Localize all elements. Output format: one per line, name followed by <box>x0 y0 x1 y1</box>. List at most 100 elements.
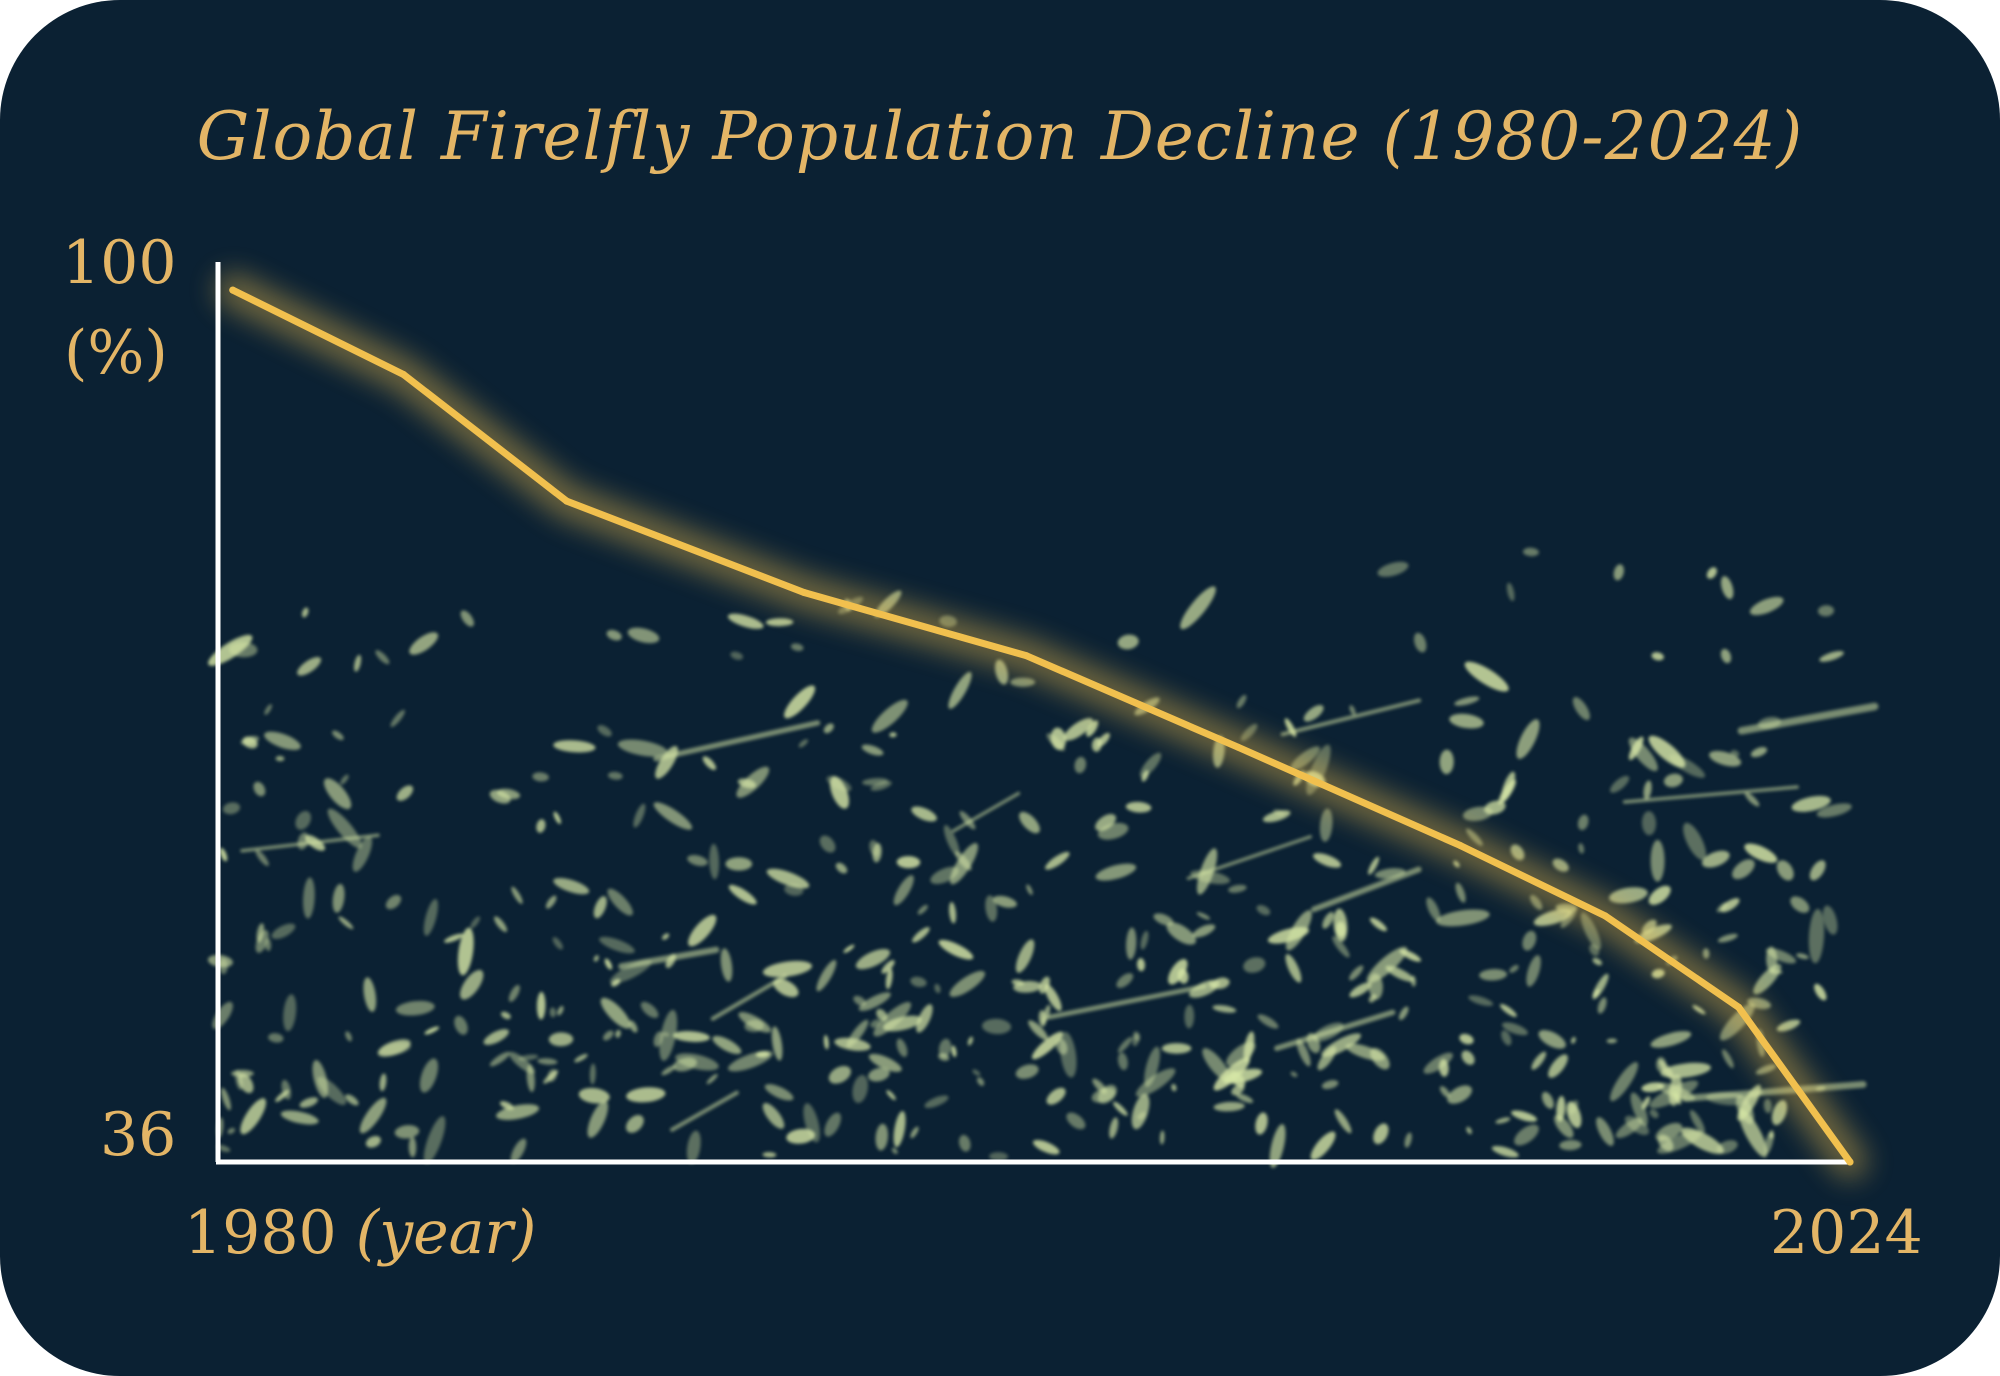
firefly-speck <box>1613 564 1624 581</box>
firefly-speck <box>1791 795 1831 812</box>
firefly-speck <box>1650 1031 1692 1048</box>
firefly-speck <box>1255 1112 1268 1135</box>
firefly-speck <box>496 1104 540 1120</box>
firefly-speck <box>1171 1083 1177 1092</box>
firefly-speck <box>494 916 508 933</box>
firefly-speck <box>798 739 809 748</box>
firefly-speck <box>653 802 693 830</box>
firefly-speck <box>1126 927 1137 960</box>
firefly-speck <box>989 1152 1009 1161</box>
firefly-speck <box>891 1147 898 1155</box>
firefly-speck <box>1506 582 1515 602</box>
firefly-speck <box>1722 1049 1734 1069</box>
firefly-speck <box>363 977 377 1012</box>
firefly-speck <box>1296 1038 1311 1067</box>
firefly-speck <box>379 1073 387 1092</box>
firefly-speck <box>727 613 764 629</box>
firefly-speck <box>1522 930 1537 951</box>
firefly-speck <box>1658 1059 1675 1081</box>
firefly-speck <box>1732 859 1755 880</box>
firefly-speck <box>1501 771 1516 802</box>
firefly-speck <box>340 774 349 785</box>
firefly-speck <box>332 730 344 741</box>
firefly-streak <box>1682 1081 1867 1102</box>
firefly-speck <box>1426 897 1441 922</box>
firefly-speck <box>1592 989 1600 998</box>
firefly-speck <box>1495 1117 1511 1124</box>
firefly-speck <box>1657 1134 1674 1152</box>
firefly-speck <box>1414 632 1427 653</box>
firefly-speck <box>1509 964 1519 973</box>
firefly-speck <box>1439 1059 1449 1077</box>
firefly-speck <box>1459 1033 1474 1045</box>
firefly-speck <box>835 862 848 874</box>
firefly-speck <box>1046 1087 1066 1105</box>
firefly-speck <box>896 1038 908 1058</box>
series-layer <box>229 286 1854 1166</box>
firefly-speck <box>457 927 474 976</box>
firefly-speck <box>886 1090 896 1101</box>
firefly-speck <box>283 994 297 1032</box>
firefly-speck <box>1026 884 1033 896</box>
firefly-speck <box>1466 1126 1472 1135</box>
firefly-speck <box>1202 1048 1231 1082</box>
firefly-speck <box>317 1076 347 1105</box>
firefly-speck <box>1117 634 1139 650</box>
firefly-speck <box>1650 839 1665 882</box>
firefly-speck <box>500 1011 511 1020</box>
firefly-speck <box>255 849 269 867</box>
firefly-speck <box>720 948 733 982</box>
firefly-speck <box>553 877 590 895</box>
firefly-speck <box>593 955 599 962</box>
firefly-speck <box>1514 1124 1539 1146</box>
data-point <box>400 371 407 378</box>
firefly-speck <box>295 810 312 830</box>
firefly-speck <box>934 983 941 994</box>
firefly-speck <box>876 1008 888 1022</box>
firefly-speck <box>1196 912 1211 920</box>
firefly-speck <box>1808 908 1825 964</box>
firefly-speck <box>536 819 546 833</box>
firefly-speck <box>1663 773 1683 788</box>
firefly-speck <box>597 725 612 737</box>
firefly-speck <box>773 978 799 998</box>
firefly-speck <box>1730 750 1740 757</box>
firefly-speck <box>1468 995 1494 1007</box>
firefly-speck <box>1015 1064 1039 1079</box>
firefly-speck <box>1317 1046 1337 1071</box>
firefly-speck <box>1212 1005 1237 1013</box>
firefly-speck <box>1055 1038 1068 1055</box>
firefly-speck <box>893 875 914 906</box>
firefly-speck <box>1161 1043 1192 1054</box>
firefly-speck <box>1139 752 1162 778</box>
firefly-speck <box>526 1064 535 1093</box>
firefly-speck <box>1039 976 1050 994</box>
firefly-speck <box>1439 1086 1450 1098</box>
firefly-speck <box>1689 1110 1705 1134</box>
firefly-speck <box>958 1134 971 1152</box>
firefly-speck <box>1131 1093 1150 1130</box>
firefly-speck <box>764 1084 794 1101</box>
firefly-speck <box>1011 979 1025 986</box>
firefly-speck <box>784 685 816 719</box>
firefly-speck <box>1630 1092 1648 1127</box>
firefly-speck <box>896 856 921 869</box>
firefly-speck <box>617 739 668 757</box>
firefly-speck <box>1568 1100 1579 1115</box>
firefly-speck <box>1310 1131 1336 1161</box>
firefly-speck <box>1097 822 1129 840</box>
firefly-speck <box>1398 1006 1409 1021</box>
firefly-speck <box>1744 792 1760 807</box>
firefly-speck <box>280 1110 319 1125</box>
firefly-speck <box>470 916 481 929</box>
firefly-speck <box>532 772 549 782</box>
firefly-speck <box>823 723 834 734</box>
firefly-speck <box>1776 1019 1801 1032</box>
firefly-speck <box>1643 780 1652 800</box>
firefly-speck <box>1817 605 1835 617</box>
x-tick-min: 1980 <box>184 1198 337 1268</box>
firefly-speck <box>910 1126 919 1139</box>
firefly-speck <box>375 650 390 665</box>
firefly-speck <box>1109 1117 1119 1139</box>
